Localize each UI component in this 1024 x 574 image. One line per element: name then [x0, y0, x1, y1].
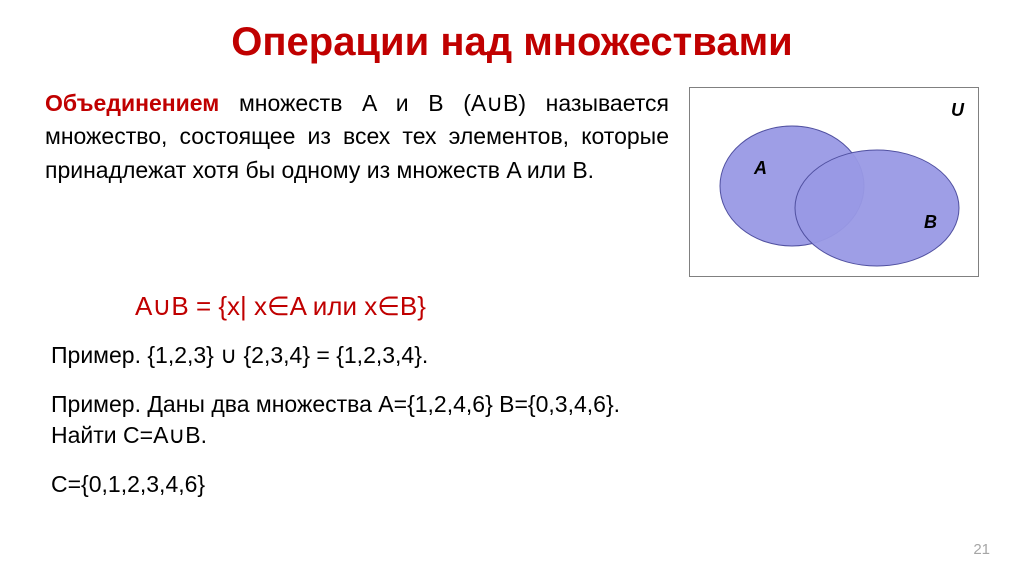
definition-term: Объединением	[45, 90, 219, 116]
venn-diagram: U A B	[689, 87, 979, 277]
definition-text: Объединением множеств A и B (A∪B) называ…	[45, 87, 669, 187]
example-2-line1: Пример. Даны два множества A={1,2,4,6} B…	[51, 391, 620, 417]
example-2: Пример. Даны два множества A={1,2,4,6} B…	[51, 389, 979, 451]
example-1: Пример. {1,2,3} ∪ {2,3,4} = {1,2,3,4}.	[51, 340, 979, 371]
content-row: Объединением множеств A и B (A∪B) называ…	[45, 87, 979, 277]
example-2-result: C={0,1,2,3,4,6}	[51, 469, 979, 500]
set-a-label: A	[753, 158, 767, 178]
page-number: 21	[973, 541, 990, 558]
set-b-circle	[795, 150, 959, 266]
set-b-label: B	[924, 212, 937, 232]
union-formula: A∪B = {x| x∈A или x∈B}	[135, 291, 979, 322]
slide-title: Операции над множествами	[45, 20, 979, 65]
venn-svg: A B	[702, 116, 968, 270]
definition-column: Объединением множеств A и B (A∪B) называ…	[45, 87, 669, 187]
example-2-line2: Найти C=A∪B.	[51, 422, 207, 448]
